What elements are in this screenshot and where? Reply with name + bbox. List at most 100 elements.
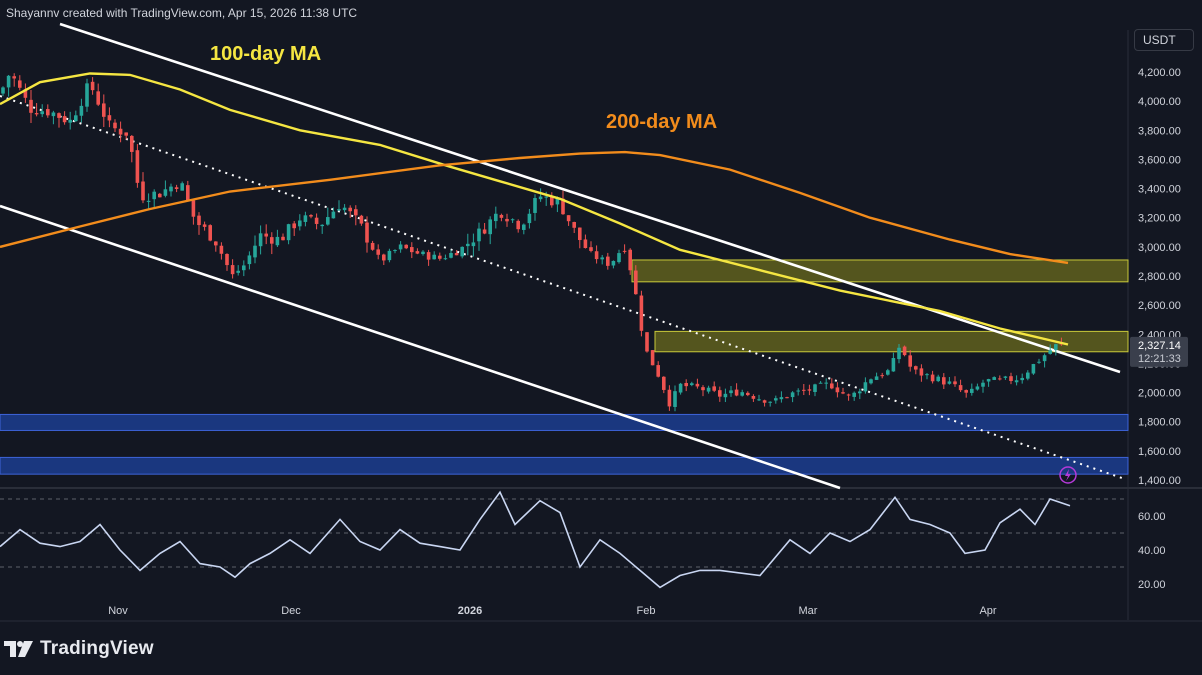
- candle-body: [393, 250, 397, 252]
- candle-body: [68, 119, 72, 123]
- candle-body: [113, 122, 117, 129]
- candle-body: [186, 185, 190, 201]
- candle-body: [718, 390, 722, 397]
- price-tick-label: 1,600.00: [1138, 446, 1181, 458]
- candle-body: [522, 224, 526, 230]
- candle-body: [74, 115, 78, 122]
- candle-body: [628, 249, 632, 271]
- candle-body: [667, 389, 672, 407]
- candle-body: [774, 398, 778, 401]
- candle-body: [555, 198, 560, 205]
- price-tick-label: 1,800.00: [1138, 417, 1181, 429]
- candle-body: [673, 391, 677, 407]
- candle-body: [690, 383, 694, 386]
- rsi-tick-label: 40.00: [1138, 545, 1166, 557]
- candle-body: [785, 397, 789, 399]
- candle-body: [242, 265, 246, 271]
- candle-body: [880, 375, 884, 377]
- candle-body: [292, 223, 296, 229]
- tradingview-logo-icon: [4, 641, 33, 657]
- candle-body: [443, 258, 448, 260]
- candle-body: [723, 393, 728, 398]
- candle-body: [135, 150, 140, 183]
- candle-body: [740, 392, 744, 396]
- candle-body: [779, 397, 784, 400]
- candle-body: [62, 116, 67, 123]
- candle-body: [846, 394, 851, 396]
- time-tick-label: Dec: [281, 605, 301, 617]
- candle-body: [107, 115, 112, 121]
- candle-body: [751, 396, 756, 399]
- candle-body: [354, 209, 358, 216]
- candle-body: [650, 350, 655, 366]
- candle-body: [858, 391, 862, 394]
- candle-body: [471, 242, 476, 247]
- candle-body: [438, 255, 442, 259]
- candle-body: [538, 196, 543, 200]
- resistance-zone-0: [631, 259, 1129, 283]
- candle-body: [258, 233, 263, 247]
- candle-body: [796, 390, 800, 392]
- candle-body: [180, 183, 184, 191]
- candle-body: [309, 215, 313, 217]
- candle-body: [1009, 376, 1013, 381]
- countdown-label: 12:21:33: [1138, 353, 1181, 365]
- candle-body: [348, 207, 352, 212]
- candle-body: [6, 75, 11, 88]
- candle-body: [410, 247, 414, 253]
- tradingview-logo[interactable]: TradingView: [4, 637, 154, 661]
- candle-body: [830, 383, 834, 389]
- candle-body: [488, 219, 492, 235]
- ma100-line: [0, 72, 1069, 346]
- channel-lower-line: [0, 204, 841, 490]
- candle-body: [897, 347, 901, 360]
- candle-body: [684, 383, 688, 387]
- candle-body: [729, 390, 733, 394]
- dotted-trendline: [0, 95, 1123, 479]
- candle-body: [936, 376, 940, 382]
- candle-body: [986, 379, 991, 382]
- candle-body: [734, 389, 739, 396]
- candle-body: [29, 99, 33, 113]
- candle-body: [454, 253, 459, 256]
- candle-body: [902, 346, 907, 356]
- candle-body: [964, 390, 968, 393]
- candle-body: [34, 113, 39, 115]
- time-tick-label: Apr: [979, 605, 996, 617]
- candle-body: [1031, 364, 1036, 374]
- currency-selector[interactable]: USDT: [1134, 29, 1194, 51]
- candle-body: [606, 256, 610, 266]
- candle-body: [852, 392, 856, 397]
- candle-body: [359, 215, 364, 224]
- time-tick-label: Nov: [108, 605, 128, 617]
- candle-body: [281, 236, 285, 241]
- candle-body: [544, 196, 548, 198]
- candle-body: [656, 365, 660, 377]
- candle-body: [712, 386, 716, 391]
- candle-body: [225, 253, 229, 266]
- candle-body: [494, 213, 498, 222]
- lightning-bolt: [1065, 469, 1071, 481]
- candle-body: [835, 387, 840, 393]
- candle-body: [1048, 350, 1052, 354]
- candle-body: [645, 332, 649, 352]
- ma200-label: 200-day MA: [606, 111, 717, 133]
- support-zone-2: [0, 413, 1129, 431]
- candle-body: [886, 370, 890, 375]
- price-tick-label: 2,600.00: [1138, 300, 1181, 312]
- candle-body: [561, 198, 565, 215]
- candle-body: [57, 113, 61, 118]
- price-tick-label: 3,000.00: [1138, 242, 1181, 254]
- candle-body: [516, 220, 520, 230]
- candle-body: [958, 385, 963, 391]
- candle-body: [169, 186, 173, 192]
- price-tick-label: 4,200.00: [1138, 67, 1181, 79]
- candle-body: [202, 224, 207, 227]
- candle-body: [947, 381, 952, 384]
- candle-body: [320, 224, 324, 227]
- candle-body: [1042, 355, 1047, 362]
- time-tick-label: Feb: [637, 605, 656, 617]
- candle-body: [914, 366, 918, 370]
- candle-body: [594, 251, 599, 260]
